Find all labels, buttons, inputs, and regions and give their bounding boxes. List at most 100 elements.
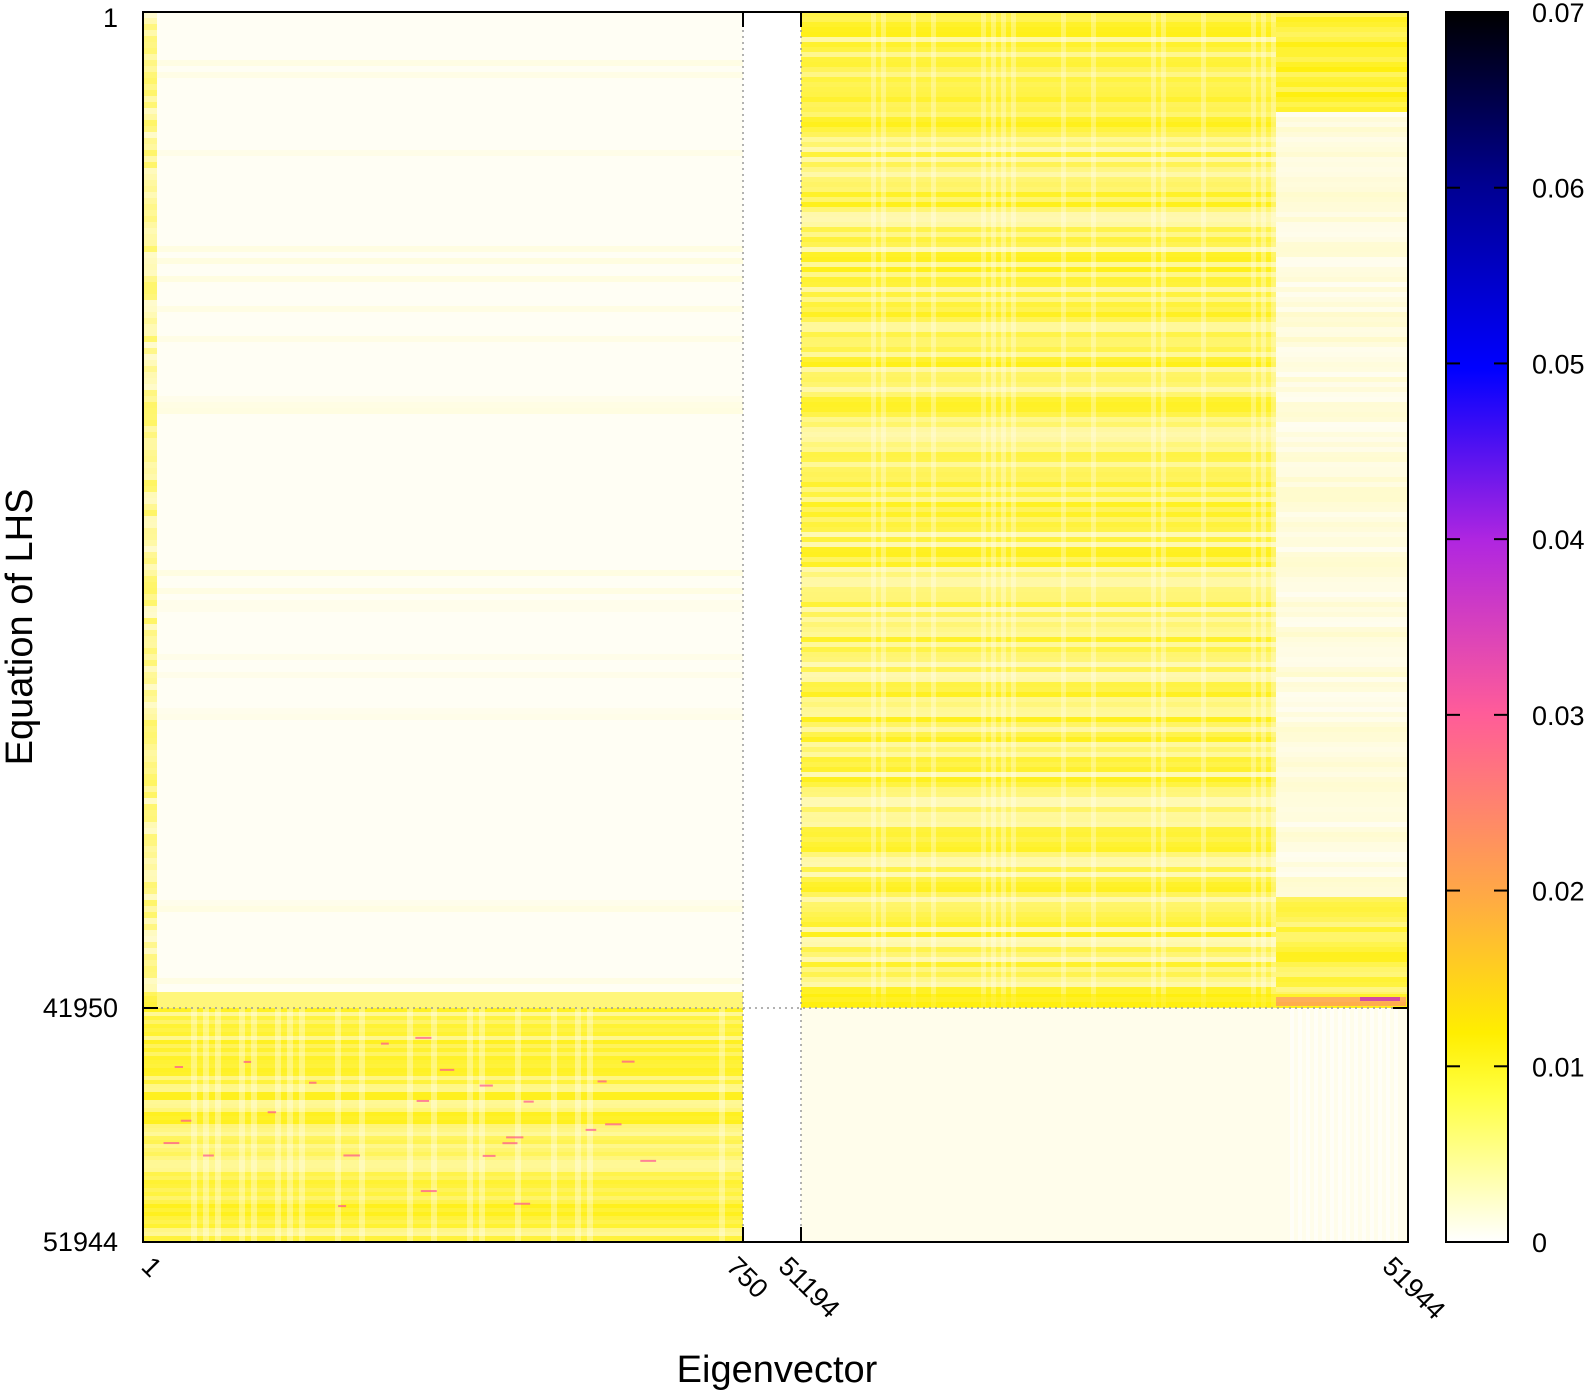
block-top-right-row [801,932,1276,937]
edge-column-cell [143,120,157,126]
bottom-band-left [143,992,743,1008]
block-top-right-subcolumn [1276,277,1408,282]
edge-column-cell [143,450,157,456]
block-top-right-row [801,112,1276,117]
block-top-right-row [801,337,1276,342]
block-bottom-left-row [143,1172,743,1176]
block-top-right-row [801,407,1276,412]
block-bottom-left-row [143,1096,743,1100]
edge-column-cell [143,582,157,588]
block-top-right-subcolumn [1276,677,1408,682]
block-top-right-subcolumn [1276,507,1408,512]
block-top-right-subcolumn [1276,392,1408,397]
block-bottom-left-row [143,1192,743,1196]
edge-column-cell [143,516,157,522]
edge-column-cell [143,588,157,594]
edge-column-cell [143,312,157,318]
block-top-right-row [801,62,1276,67]
faint-row [157,72,743,78]
block-top-right-subcolumn [1276,642,1408,647]
block-bottom-left-row [143,1196,743,1200]
vertical-streak [881,12,886,1008]
edge-column-cell [143,726,157,732]
block-top-right-row [801,987,1276,992]
block-top-right-subcolumn [1276,302,1408,307]
vertical-streak [215,1008,221,1242]
hot-cell [267,1111,277,1114]
block-bottom-left-row [143,1112,743,1116]
edge-column-cell [143,852,157,858]
block-top-right-subcolumn [1276,907,1408,912]
block-top-right-row [801,212,1276,217]
block-top-right-row [801,652,1276,657]
block-top-right-subcolumn [1276,912,1408,917]
block-top-right-row [801,82,1276,87]
block-top-right-subcolumn [1276,357,1408,362]
block-top-right-row [801,547,1276,552]
edge-column-cell [143,378,157,384]
block-top-right-subcolumn [1276,707,1408,712]
block-top-right-subcolumn [1276,267,1408,272]
edge-column-cell [143,666,157,672]
block-top-right-row [801,672,1276,677]
block-top-right-row [801,487,1276,492]
block-top-right-row [801,527,1276,532]
block-bottom-left-row [143,1156,743,1160]
edge-column-cell [143,522,157,528]
block-top-right-subcolumn [1276,942,1408,947]
edge-column-cell [143,702,157,708]
edge-column-cell [143,252,157,258]
edge-column-cell [143,690,157,696]
block-top-right-row [801,87,1276,92]
vertical-streak [719,1008,725,1242]
block-top-right-row [801,887,1276,892]
block-top-right-row [801,277,1276,282]
block-top-right-row [801,372,1276,377]
block-top-right-subcolumn [1276,437,1408,442]
edge-column-cell [143,414,157,420]
faint-row [157,906,743,912]
block-top-right-subcolumn [1276,967,1408,972]
block-top-right-row [801,242,1276,247]
block-top-right-subcolumn [1276,477,1408,482]
block-top-right-row [801,157,1276,162]
block-top-right-subcolumn [1276,607,1408,612]
block-top-right-subcolumn [1276,232,1408,237]
block-top-right-row [801,322,1276,327]
block-separators [143,12,1408,1242]
x-tick-label: 51944 [1377,1251,1451,1325]
vertical-streak [1161,12,1166,1008]
edge-column-cell [143,294,157,300]
vertical-streak [1151,12,1156,1008]
edge-column-cell [143,180,157,186]
edge-column-cell [143,540,157,546]
block-top-right-row [801,422,1276,427]
block-top-right-subcolumn [1276,612,1408,617]
edge-column-cell [143,678,157,684]
block-top-right-row [801,342,1276,347]
edge-column-cell [143,798,157,804]
block-top-right-row [801,457,1276,462]
block-top-right-row [801,77,1276,82]
block-top-right-subcolumn [1276,142,1408,147]
block-top-right-row [801,347,1276,352]
hot-cell [180,1119,192,1122]
block-top-right-row [801,787,1276,792]
block-top-right-row [801,252,1276,257]
block-bottom-left-row [143,1044,743,1048]
edge-column-cell [143,594,157,600]
edge-column-cell [143,642,157,648]
block-bottom-left-row [143,1056,743,1060]
block-top-right-subcolumn [1276,722,1408,727]
edge-column-cell [143,54,157,60]
block-top-right-subcolumn [1276,412,1408,417]
vertical-streak [1091,12,1096,1008]
edge-column-cell [143,978,157,984]
block-bottom-left-row [143,1124,743,1128]
edge-column-cell [143,336,157,342]
block-top-right-row [801,122,1276,127]
y-tick-label: 1 [103,3,118,33]
edge-column-cell [143,906,157,912]
block-top-right-row [801,257,1276,262]
block-top-right-subcolumn [1276,177,1408,182]
